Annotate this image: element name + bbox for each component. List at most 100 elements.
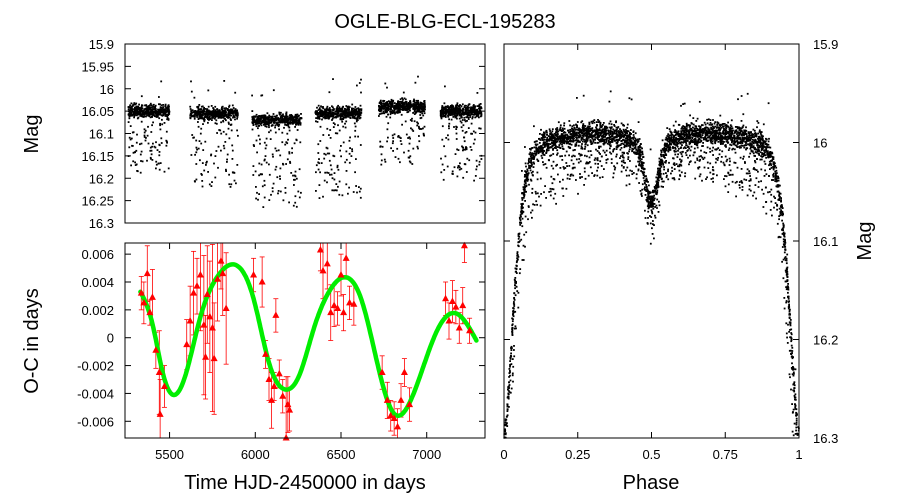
lightcurve-point xyxy=(161,111,164,114)
phase-point xyxy=(546,136,549,139)
lightcurve-point xyxy=(391,104,394,106)
phase-point xyxy=(665,160,667,162)
lightcurve-point xyxy=(360,109,363,112)
lightcurve-point xyxy=(216,113,218,116)
lightcurve-point xyxy=(284,187,287,189)
lightcurve-point xyxy=(199,108,202,110)
lightcurve-point xyxy=(295,123,297,126)
lightcurve-point xyxy=(166,117,169,120)
lightcurve-point xyxy=(446,165,449,168)
lightcurve-point xyxy=(199,115,202,118)
lightcurve-point xyxy=(322,114,324,117)
lightcurve-point xyxy=(332,109,335,112)
oc-marker xyxy=(272,311,280,318)
lightcurve-point xyxy=(231,158,234,160)
lightcurve-point xyxy=(150,149,153,152)
oc-marker xyxy=(143,269,151,277)
lightcurve-point xyxy=(339,110,341,112)
phase-point xyxy=(748,143,750,146)
lightcurve-point xyxy=(285,119,288,121)
lightcurve-point xyxy=(149,156,152,159)
lightcurve-point xyxy=(317,113,320,116)
lightcurve-point xyxy=(166,106,169,109)
lightcurve-point xyxy=(193,110,195,113)
oc-marker xyxy=(214,275,222,282)
lightcurve-point xyxy=(466,120,468,122)
phase-point xyxy=(719,125,722,128)
lightcurve-point xyxy=(421,112,424,115)
lightcurve-point xyxy=(339,117,342,120)
phase-point xyxy=(634,145,637,147)
phase-point xyxy=(766,152,769,155)
lightcurve-point xyxy=(390,98,393,101)
lightcurve-point xyxy=(234,108,237,111)
phase-point xyxy=(542,161,544,163)
lightcurve-point xyxy=(146,111,149,114)
lightcurve-point xyxy=(441,125,444,128)
lightcurve-point xyxy=(406,107,409,110)
phase-point xyxy=(507,397,510,400)
lightcurve-point xyxy=(420,108,423,111)
lightcurve-point xyxy=(469,146,472,148)
lightcurve-point xyxy=(287,118,290,120)
oc-marker xyxy=(316,245,324,253)
phase-point xyxy=(592,140,595,143)
phase-point xyxy=(549,130,551,132)
lightcurve-point xyxy=(152,110,154,113)
lightcurve-point xyxy=(258,193,260,195)
lightcurve-point xyxy=(213,117,216,120)
phase-point xyxy=(715,157,718,160)
phase-point xyxy=(640,151,642,154)
lightcurve-point xyxy=(423,105,425,108)
phase-point xyxy=(647,217,649,219)
phase-point xyxy=(703,138,705,141)
phase-point xyxy=(621,151,624,154)
lightcurve-point xyxy=(479,103,482,105)
phase-point xyxy=(637,160,639,163)
phase-point xyxy=(766,154,769,156)
lightcurve-point xyxy=(157,112,159,115)
lightcurve-point xyxy=(394,112,396,115)
phase-point xyxy=(787,323,789,326)
lightcurve-point xyxy=(274,126,276,129)
phase-point xyxy=(742,155,745,158)
lightcurve-point xyxy=(190,114,193,117)
phase-point xyxy=(504,419,507,422)
lightcurve-point xyxy=(478,127,481,130)
lightcurve-point xyxy=(352,107,355,110)
lightcurve-point xyxy=(329,111,332,113)
phase-point xyxy=(612,172,615,175)
lightcurve-point xyxy=(460,126,463,129)
phase-point xyxy=(785,300,788,302)
phase-point xyxy=(572,138,574,141)
lightcurve-point xyxy=(408,142,411,145)
lightcurve-point xyxy=(286,158,289,161)
lightcurve-point xyxy=(389,103,392,106)
lightcurve-point xyxy=(448,118,450,121)
phase-point xyxy=(744,137,746,139)
phase-point xyxy=(637,140,640,142)
lightcurve-point xyxy=(321,118,323,121)
lightcurve-point xyxy=(445,110,447,113)
lightcurve-point xyxy=(390,105,392,108)
phase-point xyxy=(685,141,687,143)
phase-point xyxy=(510,363,513,365)
lightcurve-point xyxy=(408,136,411,139)
lightcurve-point xyxy=(386,101,389,103)
lightcurve-point xyxy=(403,97,406,100)
lightcurve-y-label: Mag xyxy=(21,115,43,154)
lightcurve-point xyxy=(444,106,447,109)
lightcurve-point xyxy=(158,96,160,98)
lightcurve-point xyxy=(139,153,142,156)
lightcurve-point xyxy=(131,105,133,108)
phase-point xyxy=(541,150,543,153)
phase-point xyxy=(585,139,588,142)
lightcurve-point xyxy=(279,154,282,157)
lightcurve-point xyxy=(344,110,346,113)
lightcurve-point xyxy=(328,117,330,120)
lightcurve-point xyxy=(220,132,223,135)
lightcurve-point xyxy=(207,118,209,121)
lightcurve-point xyxy=(140,107,142,110)
lightcurve-point xyxy=(339,115,342,117)
lightcurve-point xyxy=(457,149,460,151)
